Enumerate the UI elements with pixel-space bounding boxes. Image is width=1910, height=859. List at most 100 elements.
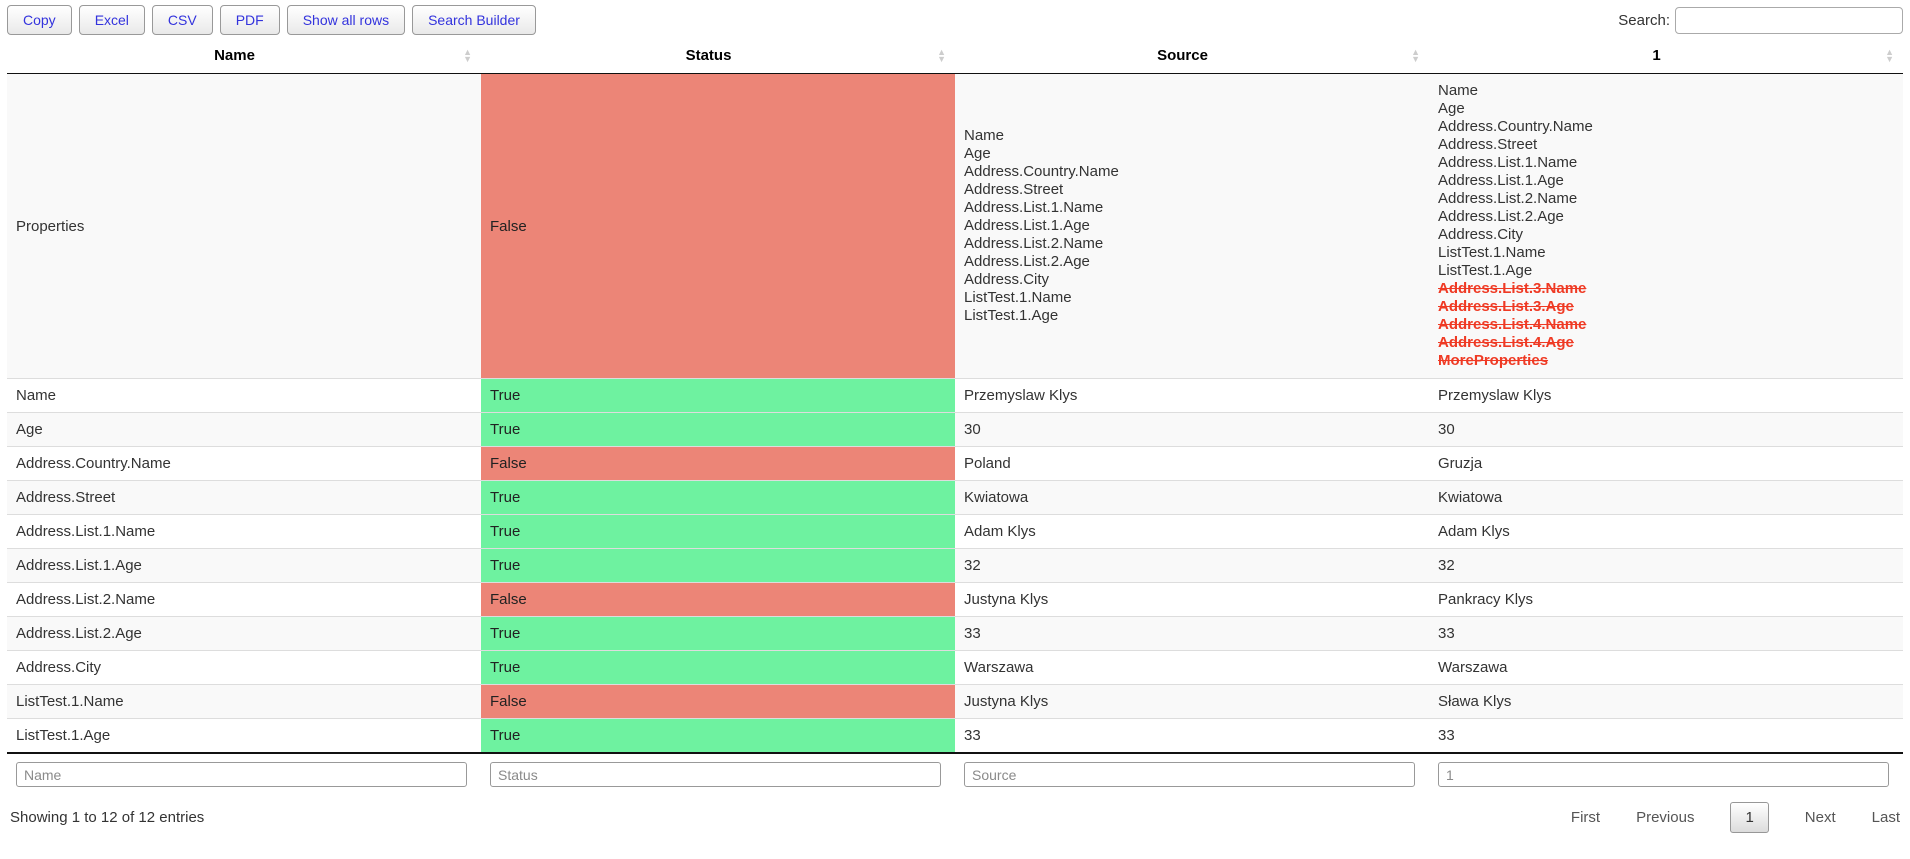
source-value-cell: Kwiatowa [955, 480, 1429, 515]
status-cell: True [481, 480, 955, 515]
property-name-cell: Name [7, 378, 481, 413]
filter-cell [955, 753, 1429, 789]
column-header-1[interactable]: 1 ▲ ▼ [1429, 38, 1903, 74]
property-list-item: Address.Street [1438, 136, 1538, 153]
property-name-cell: Properties [7, 73, 481, 379]
search-box: Search: [1618, 7, 1903, 34]
table-toolbar: Copy Excel CSV PDF Show all rows Search Build… [7, 5, 1903, 35]
property-name-cell: Address.List.2.Age [7, 616, 481, 651]
source-value-cell: Justyna Klys [955, 684, 1429, 719]
property-list-item: Address.City [1438, 226, 1524, 243]
column-header-label: Name [214, 47, 255, 64]
property-list-item: ListTest.1.Age [964, 307, 1059, 324]
table-row: Address.Street True Kwiatowa Kwiatowa [7, 480, 1903, 515]
export-buttons-group: Copy Excel CSV PDF Show all rows Search Build… [7, 5, 543, 35]
property-name-cell: ListTest.1.Name [7, 684, 481, 719]
table-header: Name ▲ ▼ Status ▲ ▼ Source ▲ ▼ 1 ▲ ▼ [7, 38, 1903, 74]
pagination-page-1[interactable]: 1 [1730, 802, 1769, 833]
column-filter-input-name[interactable] [16, 762, 468, 787]
source-value-cell: 30 [955, 412, 1429, 447]
status-cell: True [481, 548, 955, 583]
status-cell: True [481, 616, 955, 651]
sort-desc-icon: ▼ [937, 53, 946, 64]
column-header-status[interactable]: Status ▲ ▼ [481, 38, 955, 74]
source-value-cell: Justyna Klys [955, 582, 1429, 617]
table-row: Address.List.2.Age True 33 33 [7, 616, 1903, 651]
column-header-label: 1 [1652, 47, 1661, 64]
pagination-previous[interactable]: Previous [1636, 809, 1695, 826]
table-row: ListTest.1.Name False Justyna Klys Sława Kl… [7, 684, 1903, 719]
compare-value-cell: Kwiatowa [1429, 480, 1903, 515]
pagination-last[interactable]: Last [1871, 809, 1900, 826]
toolbar-button-excel[interactable]: Excel [78, 5, 145, 35]
sort-asc-icon: ▲ [1885, 46, 1894, 57]
sort-both-icon: ▲ ▼ [937, 47, 946, 64]
removed-property-item: Address.List.4.Age [1438, 334, 1574, 351]
column-filter-input-status[interactable] [490, 762, 942, 787]
properties-summary-row: Properties False Name Age Address.Country.Na… [7, 73, 1903, 379]
entries-info: Showing 1 to 12 of 12 entries [10, 809, 205, 826]
toolbar-button-csv[interactable]: CSV [151, 5, 213, 35]
removed-property-item: Address.List.3.Age [1438, 298, 1574, 315]
removed-property-item: MoreProperties [1438, 352, 1549, 369]
removed-property-item: Address.List.4.Name [1438, 316, 1587, 333]
table-row: Address.List.2.Name False Justyna Klys Pank… [7, 582, 1903, 617]
compare-value-cell: 30 [1429, 412, 1903, 447]
status-cell: True [481, 718, 955, 754]
compare-value-cell: Gruzja [1429, 446, 1903, 481]
sort-desc-icon: ▼ [463, 53, 472, 64]
column-filter-input-source[interactable] [964, 762, 1416, 787]
status-cell: False [481, 582, 955, 617]
sort-desc-icon: ▼ [1885, 53, 1894, 64]
toolbar-button-pdf[interactable]: PDF [219, 5, 280, 35]
source-value-cell: Poland [955, 446, 1429, 481]
property-list-item: Name [964, 127, 1005, 144]
toolbar-button-copy[interactable]: Copy [7, 5, 72, 35]
column-header-source[interactable]: Source ▲ ▼ [955, 38, 1429, 74]
pagination-first[interactable]: First [1570, 809, 1601, 826]
pagination-next[interactable]: Next [1804, 809, 1836, 826]
toolbar-button-search-builder[interactable]: Search Builder [412, 5, 536, 35]
property-list-item: Address.List.2.Age [1438, 208, 1564, 225]
property-list-item: Address.List.1.Age [964, 217, 1090, 234]
compare-value-cell: 32 [1429, 548, 1903, 583]
toolbar-button-show-all-rows[interactable]: Show all rows [286, 5, 406, 35]
property-name-cell: Address.List.2.Name [7, 582, 481, 617]
compare-value-cell: 33 [1429, 616, 1903, 651]
property-name-cell: Address.Country.Name [7, 446, 481, 481]
compare-value-cell: Sława Klys [1429, 684, 1903, 719]
sort-both-icon: ▲ ▼ [463, 46, 472, 64]
property-name-cell: ListTest.1.Age [7, 718, 481, 754]
search-input[interactable] [1675, 7, 1903, 34]
status-cell: True [481, 378, 955, 413]
sort-asc-icon: ▲ [463, 46, 472, 57]
compare-value-cell: Pankracy Klys [1429, 582, 1903, 617]
property-list-item: Address.List.1.Name [1438, 154, 1578, 171]
table-footer-filters [7, 753, 1903, 789]
filter-cell [7, 753, 481, 789]
column-filter-input-1[interactable] [1438, 762, 1890, 787]
filter-cell [1429, 753, 1903, 789]
property-list-item: Address.List.1.Name [964, 199, 1104, 216]
property-list-item: Address.Street [964, 181, 1064, 198]
property-list-item: Address.List.2.Age [964, 253, 1090, 270]
pagination: First Previous 1 Next Last [1535, 802, 1900, 833]
table-row: Address.Country.Name False Poland Gruzja [7, 446, 1903, 481]
table-bottom-bar: Showing 1 to 12 of 12 entries First Previ… [7, 802, 1903, 833]
property-list-item: ListTest.1.Name [964, 289, 1072, 306]
status-cell: False [481, 73, 955, 379]
property-list-item: Address.List.2.Name [1438, 190, 1578, 207]
property-name-cell: Address.Street [7, 480, 481, 515]
source-value-cell: Adam Klys [955, 514, 1429, 549]
table-row: Address.City True Warszawa Warszawa [7, 650, 1903, 685]
column-header-name[interactable]: Name ▲ ▼ [7, 38, 481, 74]
compare-properties-list-cell: Name Age Address.Country.Name Address.Stree… [1429, 73, 1903, 379]
source-value-cell: 32 [955, 548, 1429, 583]
property-list-item: Name [1438, 82, 1479, 99]
table-row: Age True 30 30 [7, 412, 1903, 447]
compare-value-cell: 33 [1429, 718, 1903, 754]
column-header-label: Source [1157, 47, 1208, 64]
source-value-cell: Przemyslaw Klys [955, 378, 1429, 413]
compare-value-cell: Warszawa [1429, 650, 1903, 685]
